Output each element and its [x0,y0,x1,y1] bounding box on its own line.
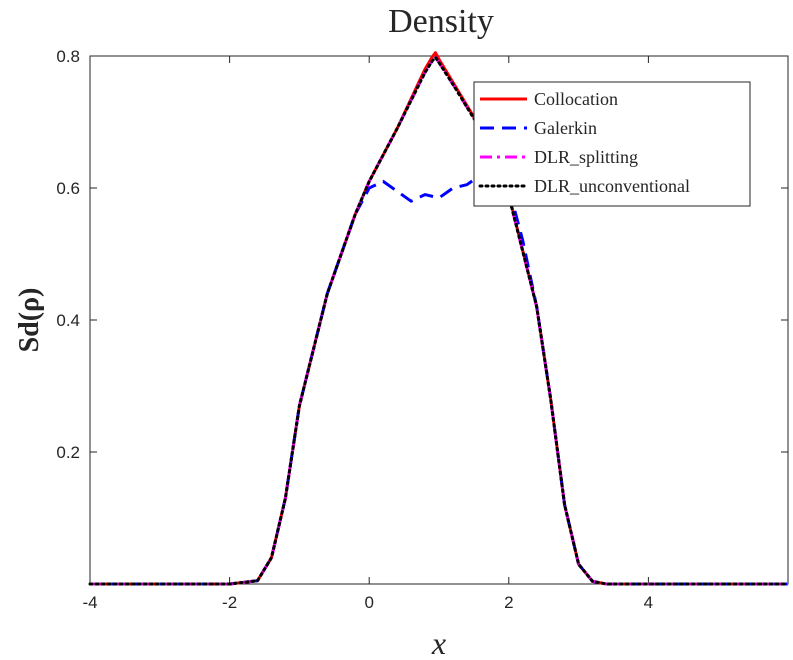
y-tick-label: 0.8 [56,47,80,66]
y-tick-label: 0.4 [56,311,80,330]
series-line-4 [88,55,790,586]
legend-entry-label: Collocation [534,89,618,109]
x-axis: -4 -2 0 2 4 [82,56,653,612]
x-tick-label: -2 [222,593,237,612]
y-tick-label: 0.6 [56,179,80,198]
legend-box [473,81,751,207]
x-tick-label: 4 [644,593,653,612]
legend-entry-label: DLR_splitting [534,147,638,167]
legend-entry-label: DLR_unconventional [534,176,690,196]
chart-title: Density [388,3,494,40]
y-axis: 0.2 0.4 0.6 0.8 [56,47,788,462]
legend: Collocation Galerkin DLR_splitting DLR_unco… [473,81,751,207]
y-axis-label: Sd(ρ) [14,288,45,353]
x-tick-label: -4 [82,593,97,612]
legend-entry-label: Galerkin [534,118,597,138]
x-axis-label: x [431,625,446,660]
series-layer [88,51,790,586]
x-tick-label: 2 [504,593,513,612]
y-tick-label: 0.2 [56,443,80,462]
x-tick-label: 0 [364,593,373,612]
